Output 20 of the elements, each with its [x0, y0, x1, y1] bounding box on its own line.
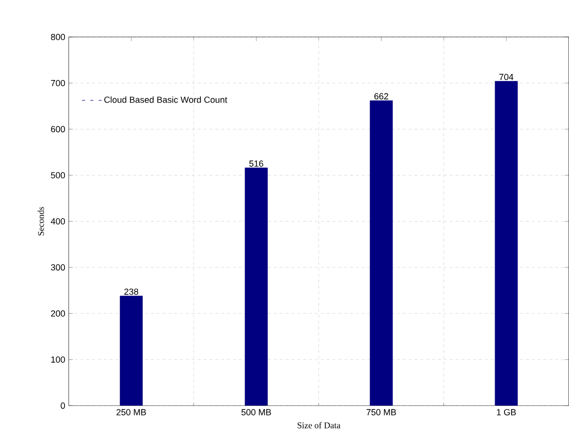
- y-tick-label: 100: [51, 356, 65, 363]
- x-tick-label: 1 GB: [496, 409, 516, 416]
- y-tick-label: 700: [51, 80, 65, 86]
- y-tick-label: 400: [50, 218, 65, 225]
- x-tick-label: 250 MB: [116, 409, 146, 416]
- legend-label: Cloud Based Basic Word Count: [104, 96, 228, 104]
- data-label: 238: [124, 288, 138, 296]
- y-axis-title: Seconds: [38, 207, 44, 236]
- y-tick-label: 600: [51, 126, 65, 132]
- data-label: 704: [499, 74, 514, 80]
- data-label: 662: [374, 93, 388, 100]
- x-axis-title: Size of Data: [298, 422, 340, 429]
- y-tick-label: 300: [50, 264, 65, 271]
- x-tick-label: 500 MB: [241, 409, 271, 416]
- y-tick-label: 500: [50, 172, 65, 179]
- y-tick-label: 200: [51, 310, 65, 317]
- x-tick-label: 750 MB: [366, 409, 396, 416]
- y-tick-label: 0: [60, 402, 65, 409]
- data-label: 516: [249, 160, 264, 167]
- y-tick-label: 800: [51, 34, 65, 40]
